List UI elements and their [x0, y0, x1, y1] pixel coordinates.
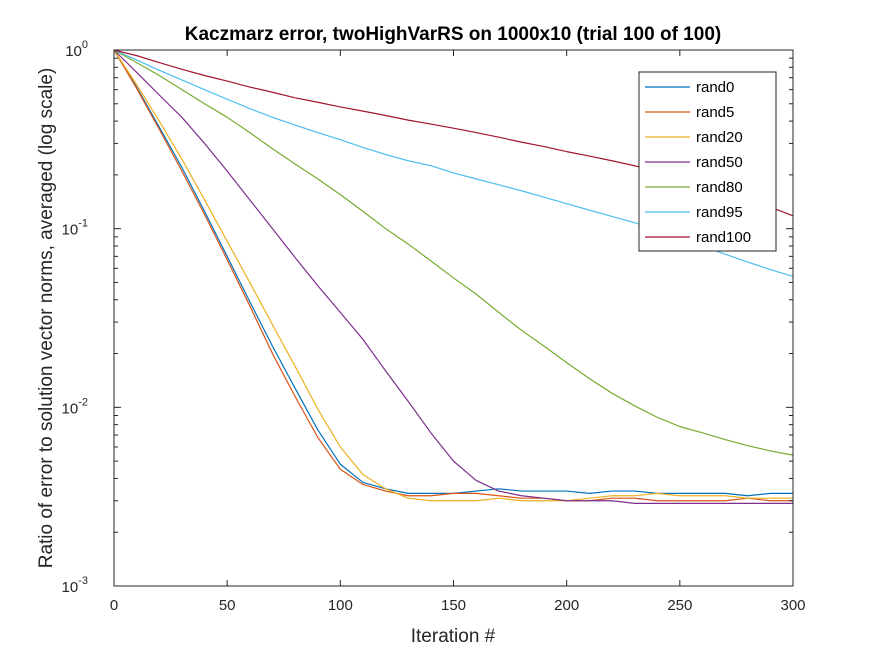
- legend-items: rand0 rand5 rand20 rand50 rand80 rand95 rand10…: [645, 79, 751, 246]
- y-axis-label: Ratio of error to solution vector norms,…: [36, 68, 57, 569]
- series-line-rand20: [113, 49, 793, 502]
- x-tick-label: 150: [441, 597, 466, 614]
- x-tick-label: 100: [328, 597, 353, 614]
- y-tick-base: 10: [62, 579, 79, 596]
- y-tick-base: 10: [62, 400, 79, 417]
- x-axis-label: Iteration #: [411, 626, 496, 647]
- x-tick-label: 50: [219, 597, 236, 614]
- x-tick-label: 250: [667, 597, 692, 614]
- legend-label-rand0: rand0: [696, 79, 734, 96]
- legend-label-rand80: rand80: [696, 179, 743, 196]
- y-tick-base: 10: [65, 43, 82, 60]
- legend-label-rand95: rand95: [696, 204, 743, 221]
- y-tick-exponent: 0: [82, 39, 88, 51]
- x-tick-label: 200: [554, 597, 579, 614]
- legend-label-rand5: rand5: [696, 104, 734, 121]
- legend: rand0 rand5 rand20 rand50 rand80 rand95 rand10…: [638, 71, 777, 252]
- series-line-rand80: [113, 49, 794, 456]
- y-tick-exponent: -3: [78, 575, 88, 587]
- y-tick-exponent: -1: [78, 218, 88, 230]
- y-tick-label: 10-3: [62, 575, 88, 596]
- legend-label-rand100: rand100: [696, 229, 751, 246]
- y-tick-exponent: -2: [78, 396, 88, 408]
- series-line-rand5: [113, 49, 793, 502]
- y-tick-base: 10: [62, 222, 79, 239]
- series-line-rand50: [113, 49, 793, 504]
- chart-title: Kaczmarz error, twoHighVarRS on 1000x10 …: [185, 24, 721, 45]
- y-tick-label: 10-1: [62, 218, 88, 239]
- x-tick-label: 0: [110, 597, 118, 614]
- y-tick-label: 100: [65, 39, 88, 60]
- y-tick-label: 10-2: [62, 396, 88, 417]
- legend-label-rand20: rand20: [696, 129, 743, 146]
- legend-label-rand50: rand50: [696, 154, 743, 171]
- x-tick-label: 300: [780, 597, 805, 614]
